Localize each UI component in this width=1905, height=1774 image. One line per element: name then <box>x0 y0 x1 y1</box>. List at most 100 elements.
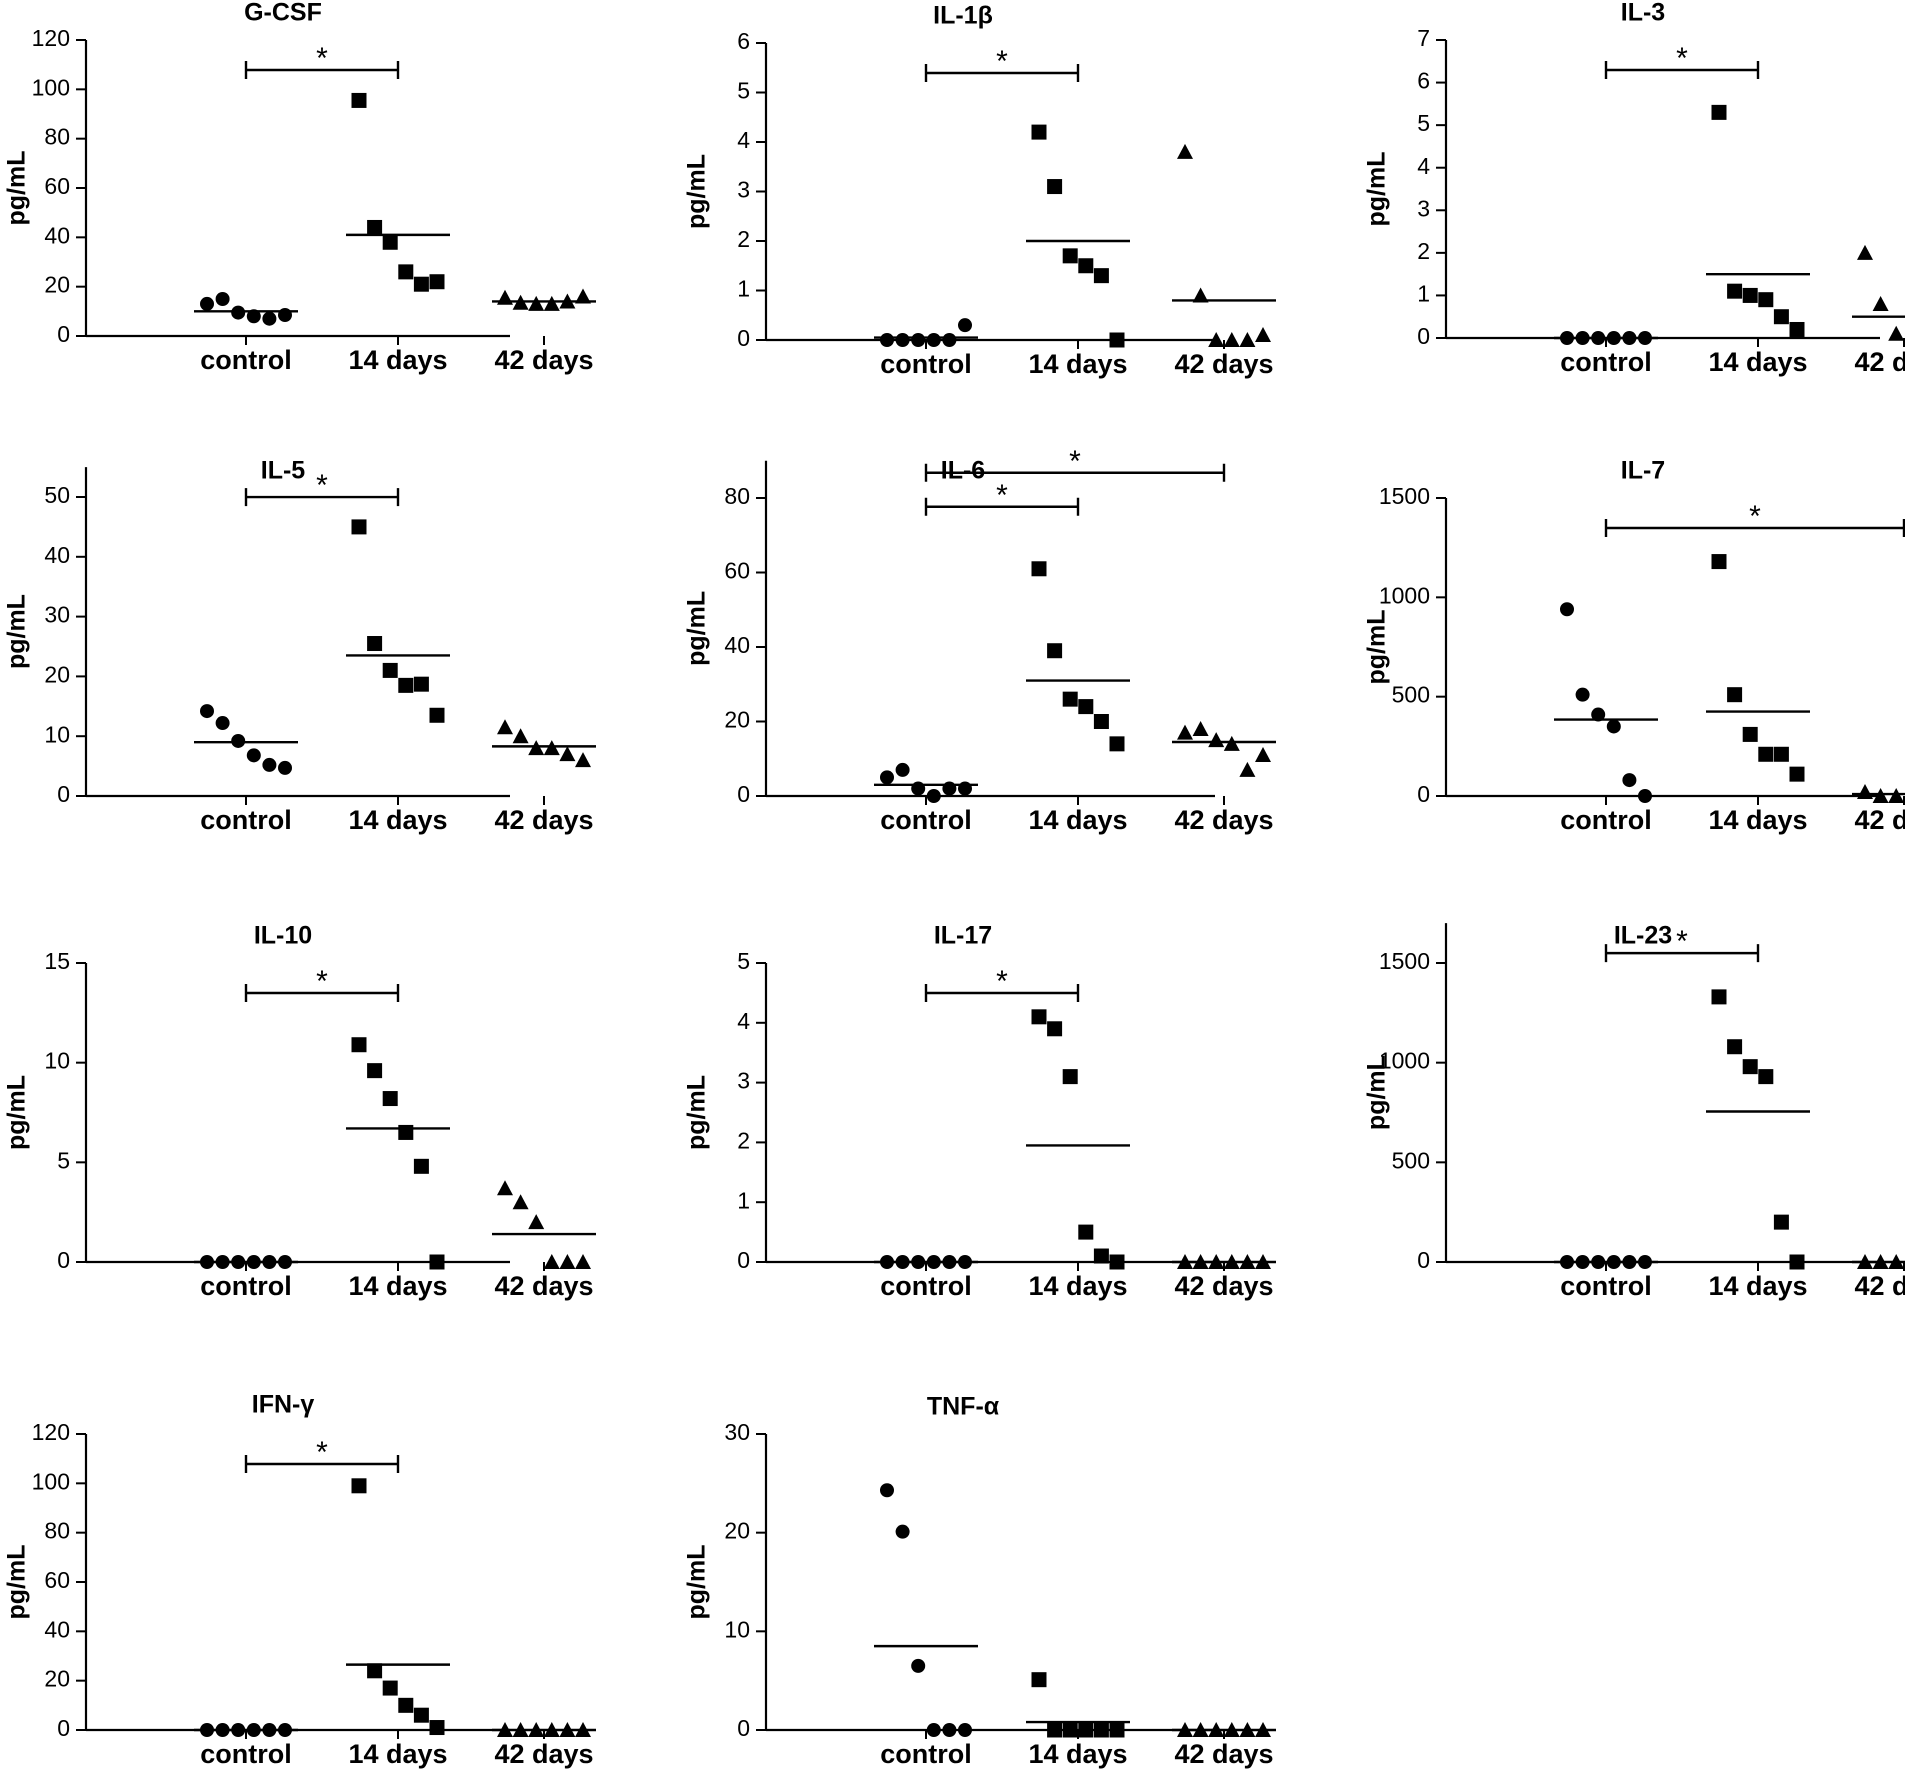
x-tick-label: 14 days <box>1028 805 1127 835</box>
data-point <box>958 1723 972 1737</box>
x-tick-label: 42 days <box>1854 347 1905 377</box>
y-tick-label: 30 <box>724 1419 750 1445</box>
data-point <box>1192 720 1209 736</box>
chart-title: IL-5 <box>261 457 306 485</box>
chart-title: IFN-γ <box>252 1391 315 1419</box>
data-point <box>1062 248 1078 264</box>
chart-title: IL-10 <box>254 922 312 950</box>
data-point <box>398 677 414 693</box>
data-point <box>497 719 513 735</box>
y-tick-label: 1 <box>1417 281 1430 307</box>
panel-5: IL-6 pg/mL 0 20 40 60 80 control 14 days 42 days *… <box>683 445 1276 835</box>
y-axis-label: pg/mL <box>683 1075 711 1150</box>
y-tick-label: 20 <box>44 661 70 687</box>
significance-star: * <box>1749 500 1761 533</box>
y-tick-label: 40 <box>44 1616 70 1642</box>
data-point <box>575 288 591 304</box>
significance-star: * <box>316 965 328 998</box>
y-axis-label: pg/mL <box>683 154 711 229</box>
data-point <box>1109 1254 1125 1270</box>
data-point <box>1093 268 1109 284</box>
y-tick-label: 20 <box>44 272 70 298</box>
data-point <box>278 760 292 775</box>
data-point <box>1031 124 1047 140</box>
chart-title: TNF-α <box>927 1393 1000 1421</box>
data-point <box>1888 788 1905 803</box>
data-point <box>1622 773 1637 788</box>
x-tick-label: 42 days <box>1174 805 1273 835</box>
y-tick-label: 30 <box>44 602 70 628</box>
x-tick-label: 42 days <box>494 345 593 375</box>
data-point <box>1789 321 1805 337</box>
data-point <box>1109 332 1125 348</box>
y-tick-label: 120 <box>32 25 70 51</box>
data-point <box>413 1158 429 1174</box>
y-axis-label: pg/mL <box>683 1545 711 1620</box>
data-point <box>1758 1069 1774 1085</box>
data-point <box>367 636 383 652</box>
x-tick-label: 42 days <box>1854 1271 1905 1301</box>
data-point <box>382 234 398 250</box>
y-tick-label: 0 <box>57 781 70 807</box>
y-axis-label: pg/mL <box>3 594 31 669</box>
data-point <box>1031 1009 1047 1025</box>
y-tick-label: 1 <box>737 276 750 302</box>
data-point <box>1078 1224 1094 1240</box>
data-point <box>1078 258 1094 274</box>
x-tick-label: 14 days <box>348 345 447 375</box>
x-tick-label: 42 days <box>494 1739 593 1769</box>
data-point <box>1109 1722 1125 1738</box>
x-tick-label: 14 days <box>348 805 447 835</box>
data-point <box>512 1194 529 1210</box>
data-point <box>262 311 277 326</box>
data-point <box>246 748 261 763</box>
x-tick-label: control <box>1560 1271 1652 1301</box>
data-point <box>246 309 261 324</box>
panel-3: IL-3 pg/mL 0 1 2 3 4 5 6 7 control 14 days 42 days * <box>1363 0 1905 377</box>
data-point <box>1575 687 1590 702</box>
x-tick-label: 42 days <box>494 805 593 835</box>
y-tick-label: 3 <box>1417 195 1430 221</box>
data-point <box>1078 1722 1094 1738</box>
y-tick-label: 0 <box>737 781 750 807</box>
y-tick-label: 80 <box>44 1518 70 1544</box>
data-point <box>1789 766 1805 782</box>
y-tick-label: 60 <box>44 1567 70 1593</box>
y-tick-label: 1500 <box>1379 948 1430 974</box>
data-point <box>528 295 545 311</box>
data-point <box>351 1478 367 1494</box>
y-tick-label: 15 <box>44 948 70 974</box>
data-point <box>1711 104 1727 120</box>
data-point <box>1857 784 1873 800</box>
x-tick-label: control <box>200 805 292 835</box>
significance-star: * <box>316 1436 328 1469</box>
data-point <box>351 519 367 535</box>
y-tick-label: 80 <box>724 483 750 509</box>
significance-star: * <box>996 965 1008 998</box>
data-point <box>575 1254 591 1269</box>
data-point <box>911 333 926 347</box>
data-point <box>1711 989 1727 1005</box>
data-point <box>1606 719 1621 734</box>
y-tick-label: 0 <box>57 1715 70 1741</box>
y-tick-label: 120 <box>32 1419 70 1445</box>
data-point <box>1223 735 1240 751</box>
data-point <box>200 704 214 719</box>
data-point <box>1062 1722 1078 1738</box>
data-point <box>1872 295 1889 311</box>
data-point <box>215 716 230 731</box>
data-point <box>1239 761 1256 777</box>
data-point <box>1727 1039 1743 1055</box>
data-point <box>1078 699 1094 715</box>
data-point <box>429 1720 445 1736</box>
y-axis-label: pg/mL <box>3 151 31 226</box>
data-point <box>880 333 894 347</box>
data-point <box>1109 736 1125 752</box>
chart-title: G-CSF <box>244 0 322 27</box>
x-tick-label: control <box>200 1739 292 1769</box>
data-point <box>1093 1722 1109 1738</box>
x-tick-label: control <box>1560 347 1652 377</box>
y-tick-label: 0 <box>737 1247 750 1273</box>
panel-2: IL-1β pg/mL 0 1 2 3 4 5 6 control 14 days 42 days * <box>683 2 1276 379</box>
y-tick-label: 5 <box>737 78 750 104</box>
